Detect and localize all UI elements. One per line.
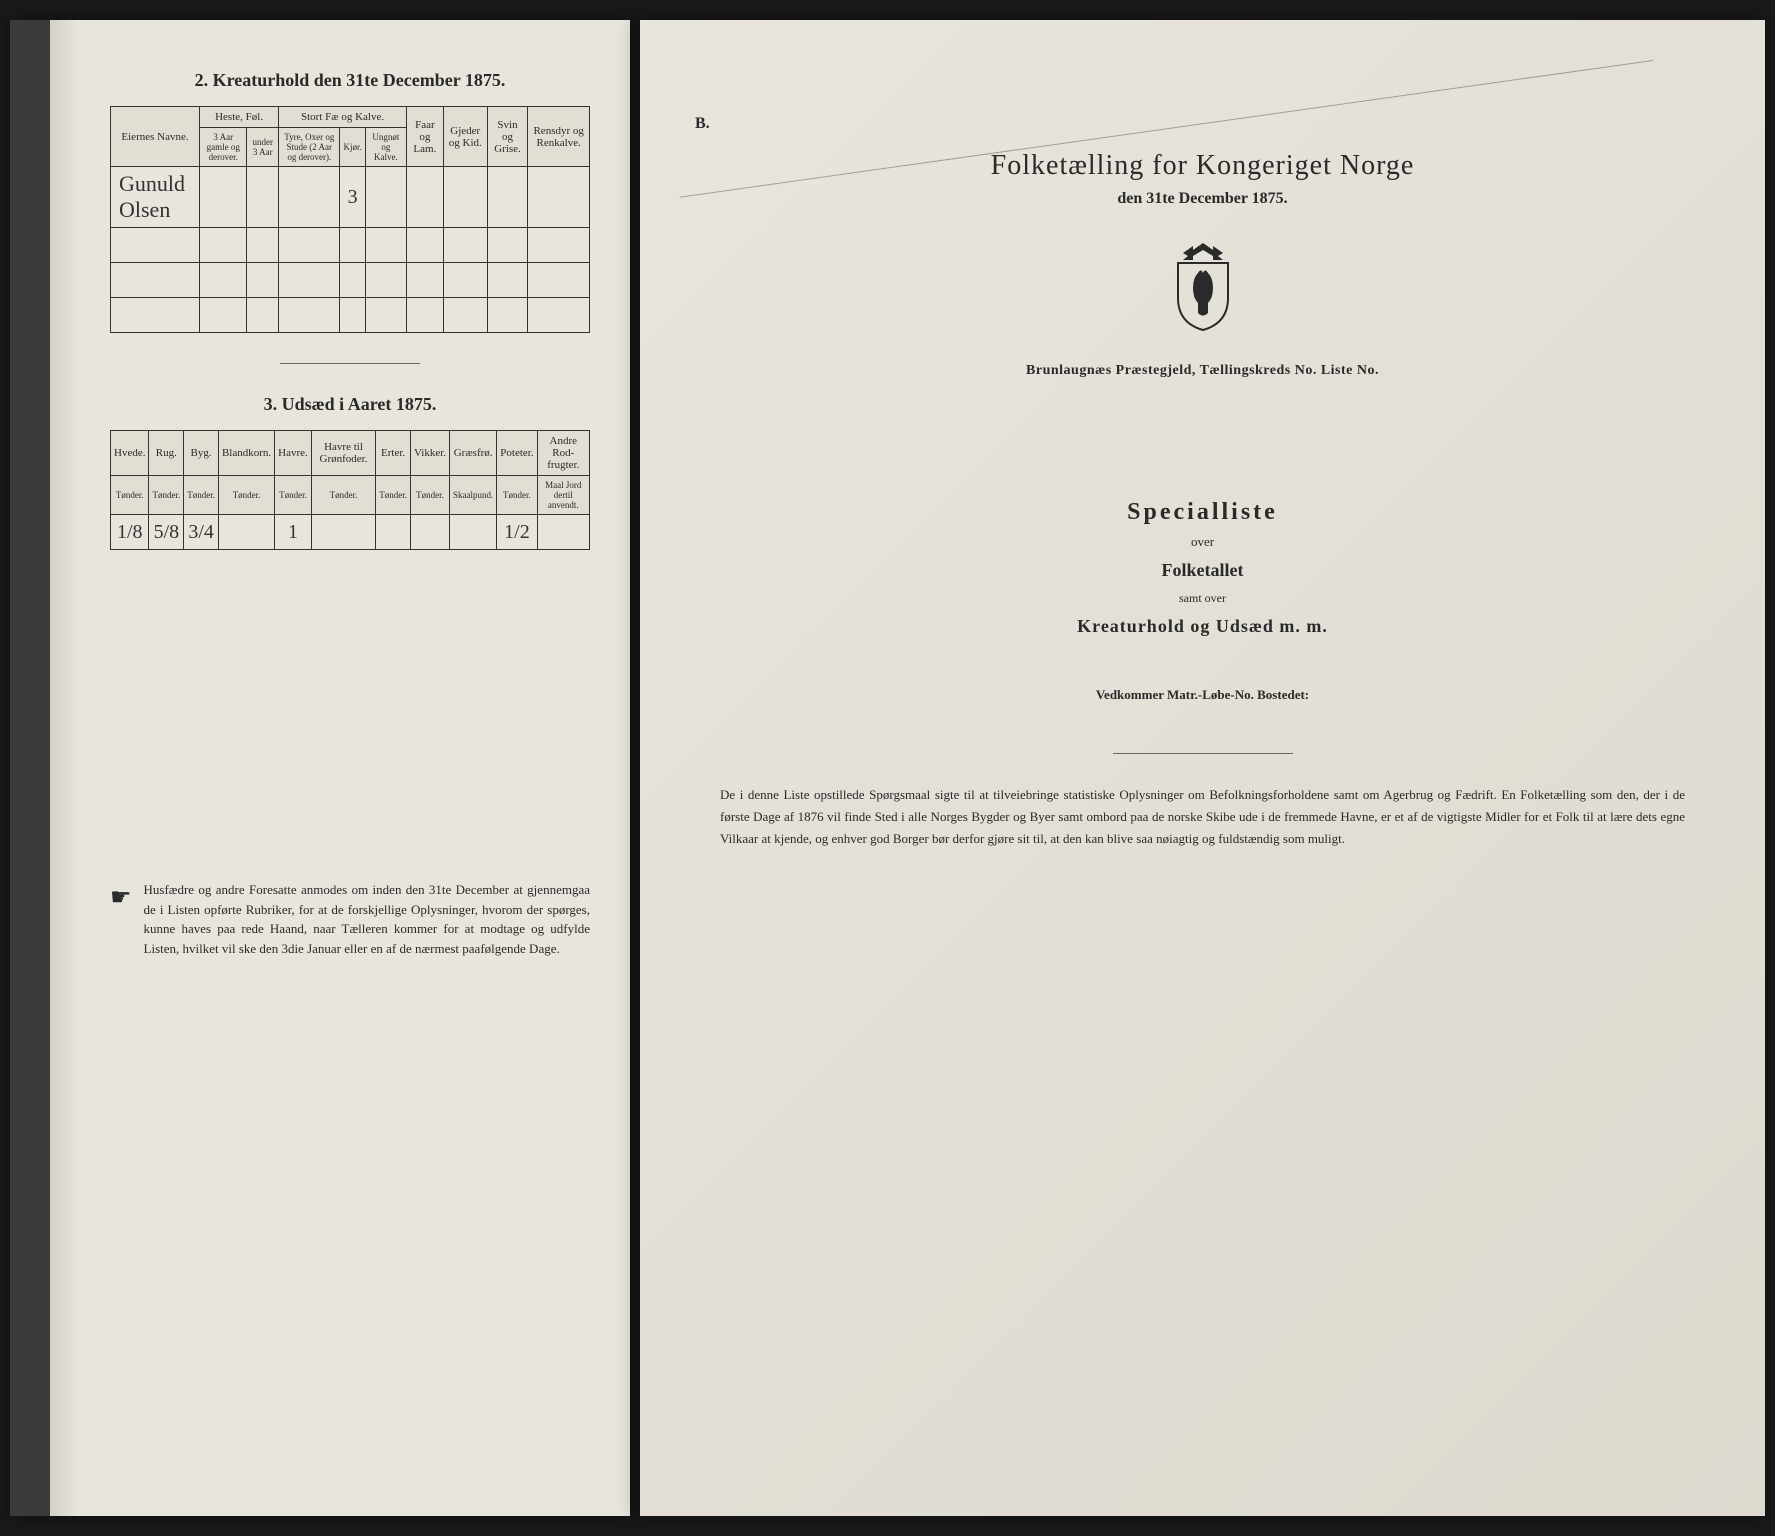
census-title: Folketælling for Kongeriget Norge [680, 150, 1725, 182]
kreatur-line: Kreaturhold og Udsæd m. m. [680, 616, 1725, 637]
divider [1113, 753, 1293, 754]
bottom-paragraph: De i denne Liste opstillede Spørgsmaal s… [720, 784, 1685, 850]
vedkommer-line: Vedkommer Matr.-Løbe-No. Bostedet: [680, 687, 1725, 703]
col-heste-b: under 3 Aar [247, 128, 279, 167]
table-row: Gunuld Olsen 3 [111, 167, 590, 228]
pointing-hand-icon: ☛ [110, 880, 132, 958]
col-erter: Erter. [376, 431, 411, 476]
left-document-page: 2. Kreaturhold den 31te December 1875. E… [10, 20, 630, 1516]
samt-label: samt over [680, 591, 1725, 606]
seed-table: Hvede. Rug. Byg. Blandkorn. Havre. Havre… [110, 430, 590, 550]
poteter-val: 1/2 [497, 515, 537, 550]
kjor-value: 3 [340, 167, 365, 228]
col-graesfro: Græsfrø. [450, 431, 497, 476]
hvede-val: 1/8 [111, 515, 149, 550]
table-row [111, 263, 590, 298]
col-rug: Rug. [149, 431, 184, 476]
owner-name: Gunuld Olsen [111, 167, 200, 228]
col-svin: Svin og Grise. [487, 107, 528, 167]
col-poteter: Poteter. [497, 431, 537, 476]
unit-tonder: Tønder. [111, 476, 149, 515]
footer-note: ☛ Husfædre og andre Foresatte anmodes om… [110, 880, 590, 958]
corner-label: B. [695, 115, 710, 133]
unit-skaalpund: Skaalpund. [450, 476, 497, 515]
specialliste-title: Specialliste [680, 499, 1725, 526]
havre-val: 1 [275, 515, 312, 550]
right-document-page: B. Folketælling for Kongeriget Norge den… [640, 20, 1765, 1516]
col-gjeder: Gjeder og Kid. [443, 107, 487, 167]
col-havre: Havre. [275, 431, 312, 476]
table-row: 1/8 5/8 3/4 1 1/2 [111, 515, 590, 550]
col-stort-b: Kjør. [340, 128, 365, 167]
col-byg: Byg. [184, 431, 219, 476]
col-heste: Heste, Føl. [200, 107, 279, 128]
over-label: over [680, 534, 1725, 550]
divider [280, 363, 420, 364]
table-row [111, 298, 590, 333]
parish-line: Brunlaugnæs Præstegjeld, Tællingskreds N… [680, 363, 1725, 379]
col-stort-c: Ungnøt og Kalve. [365, 128, 406, 167]
rug-val: 5/8 [149, 515, 184, 550]
col-andre: Andre Rod-frugter. [537, 431, 589, 476]
col-heste-a: 3 Aar gamle og derover. [200, 128, 247, 167]
col-stort: Stort Fæ og Kalve. [279, 107, 407, 128]
table-row [111, 228, 590, 263]
col-vikker: Vikker. [410, 431, 449, 476]
livestock-table: Eiernes Navne. Heste, Føl. Stort Fæ og K… [110, 106, 590, 333]
section2-title: 2. Kreaturhold den 31te December 1875. [110, 70, 590, 91]
coat-of-arms-icon [1163, 238, 1243, 333]
col-faar: Faar og Lam. [406, 107, 443, 167]
footer-text: Husfædre og andre Foresatte anmodes om i… [144, 880, 590, 958]
unit-maal: Maal Jord dertil anvendt. [537, 476, 589, 515]
col-stort-a: Tyre, Oxer og Stude (2 Aar og derover). [279, 128, 340, 167]
folketallet-label: Folketallet [680, 560, 1725, 581]
census-subtitle: den 31te December 1875. [680, 190, 1725, 208]
col-blandkorn: Blandkorn. [218, 431, 274, 476]
col-rensdyr: Rensdyr og Renkalve. [528, 107, 590, 167]
section3-title: 3. Udsæd i Aaret 1875. [110, 394, 590, 415]
byg-val: 3/4 [184, 515, 219, 550]
col-eier: Eiernes Navne. [111, 107, 200, 167]
col-havre-gron: Havre til Grønfoder. [311, 431, 375, 476]
col-hvede: Hvede. [111, 431, 149, 476]
